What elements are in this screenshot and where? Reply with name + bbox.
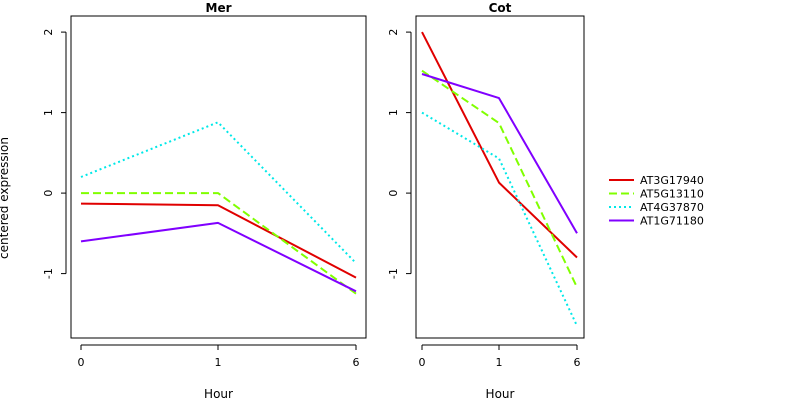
series-line-at4g37870-cot <box>421 111 578 327</box>
y-axis-title: centered expression <box>0 137 11 259</box>
plot-frame-mer <box>70 15 367 339</box>
y-tick-label-mer: -1 <box>42 268 55 279</box>
y-tick-label-cot: 2 <box>387 29 400 36</box>
legend-label-at3g17940: AT3G17940 <box>640 174 704 187</box>
x-tick-label-cot: 6 <box>574 356 581 369</box>
y-tick-label-mer: 1 <box>42 109 55 116</box>
series-line-at5g13110-cot <box>421 69 578 288</box>
series-line-at1g71180-mer <box>80 221 357 293</box>
panel-mer: Mer 0 1 6 Hour -1 0 1 2 <box>42 1 367 400</box>
x-axis-title-cot: Hour <box>486 387 515 400</box>
series-line-at5g13110-mer <box>81 192 357 295</box>
x-tick-label-cot: 1 <box>496 356 503 369</box>
legend-label-at4g37870: AT4G37870 <box>640 201 704 214</box>
y-tick-label-mer: 0 <box>42 190 55 197</box>
x-tick-label-cot: 0 <box>419 356 426 369</box>
legend-label-at1g71180: AT1G71180 <box>640 215 704 228</box>
x-tick-label-mer: 0 <box>78 356 85 369</box>
x-tick-label-mer: 6 <box>353 356 360 369</box>
series-line-at3g17940-mer <box>80 202 357 279</box>
series-line-at3g17940-cot <box>421 31 578 259</box>
panel-title-cot: Cot <box>489 1 512 15</box>
y-tick-label-mer: 2 <box>42 29 55 36</box>
panel-title-mer: Mer <box>206 1 232 15</box>
plot-frame-cot <box>415 15 585 339</box>
series-line-at1g71180-cot <box>421 73 578 234</box>
y-tick-label-cot: 1 <box>387 109 400 116</box>
x-tick-label-mer: 1 <box>215 356 222 369</box>
panel-cot: Cot 0 1 6 Hour -1 0 1 2 <box>387 1 585 400</box>
legend-label-at5g13110: AT5G13110 <box>640 188 704 201</box>
y-tick-label-cot: -1 <box>387 268 400 279</box>
y-tick-label-cot: 0 <box>387 190 400 197</box>
x-axis-title-mer: Hour <box>204 387 233 400</box>
